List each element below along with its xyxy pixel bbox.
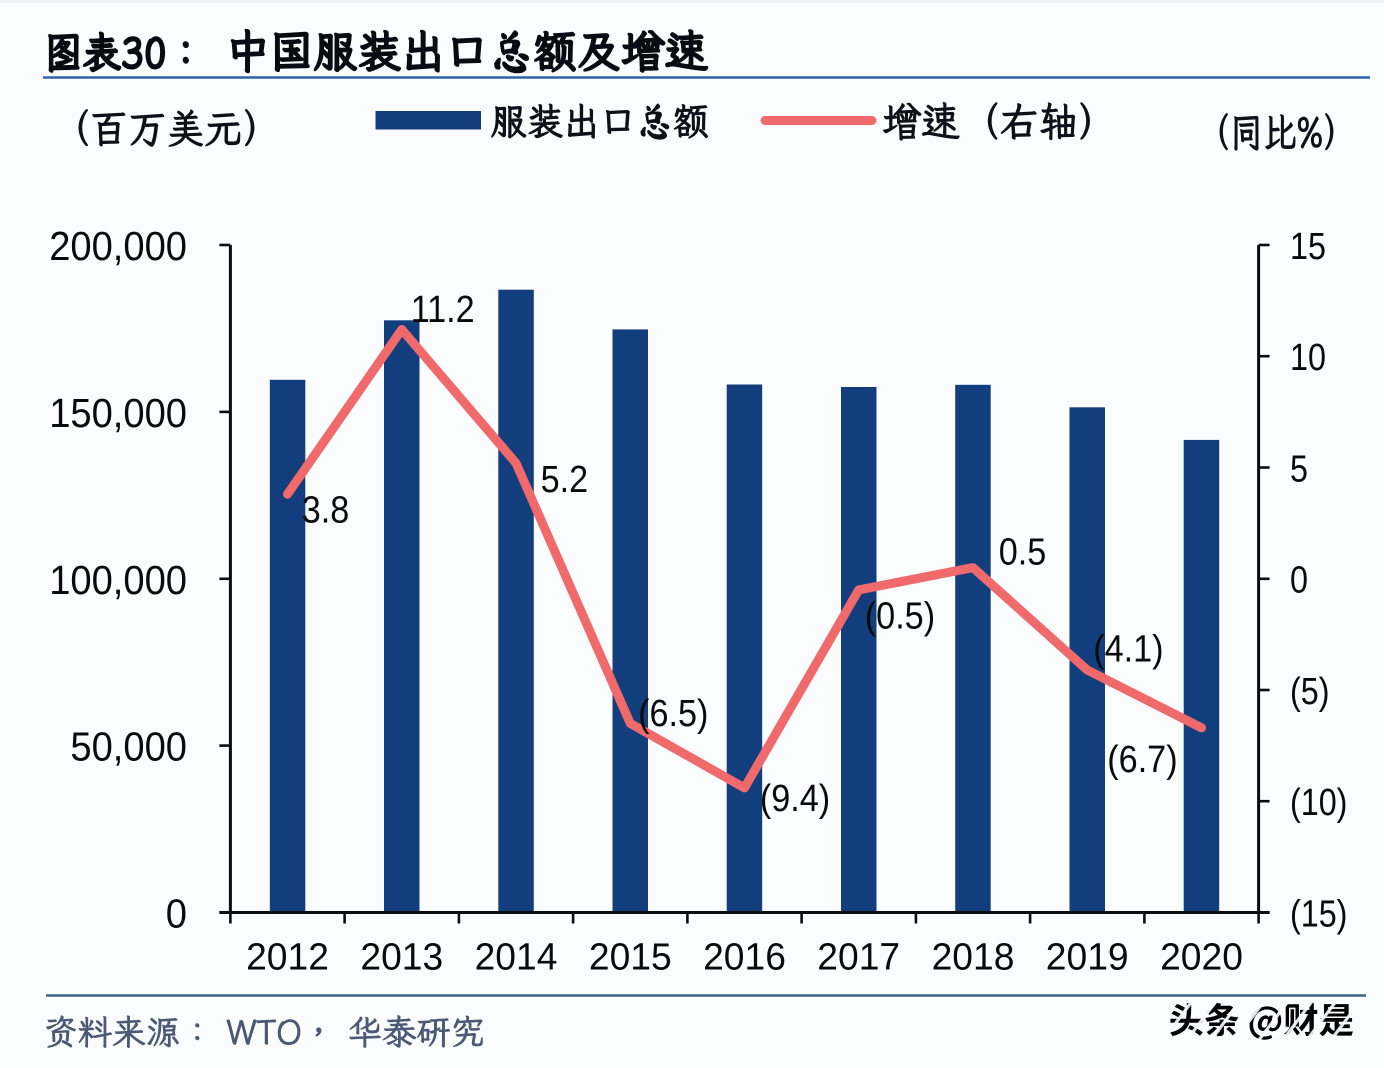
svg-text:0: 0 [166,891,187,937]
svg-text:2019: 2019 [1046,935,1129,977]
svg-text:50,000: 50,000 [70,724,187,770]
svg-text:(6.5): (6.5) [638,691,708,734]
svg-text:10: 10 [1290,337,1326,379]
svg-text:(6.7): (6.7) [1107,738,1177,781]
svg-text:2016: 2016 [703,935,786,977]
svg-text:(9.4): (9.4) [760,776,830,819]
svg-text:0: 0 [1290,559,1308,601]
svg-text:200,000: 200,000 [49,224,187,270]
svg-text:2014: 2014 [475,935,558,977]
svg-text:150,000: 150,000 [49,391,187,437]
svg-text:(0.5): (0.5) [865,594,935,637]
svg-text:2017: 2017 [817,935,900,977]
svg-text:(10): (10) [1290,782,1347,824]
svg-text:(5): (5) [1290,670,1329,712]
svg-text:(4.1): (4.1) [1093,627,1163,670]
svg-text:3.8: 3.8 [302,488,350,531]
svg-text:2020: 2020 [1160,935,1243,977]
svg-text:(15): (15) [1290,893,1347,935]
svg-text:5.2: 5.2 [541,457,589,500]
svg-text:2015: 2015 [589,935,672,977]
svg-text:5: 5 [1290,448,1308,490]
svg-text:11.2: 11.2 [411,287,475,330]
svg-text:100,000: 100,000 [49,558,187,604]
svg-text:0.5: 0.5 [999,530,1047,573]
svg-text:15: 15 [1290,225,1326,267]
svg-text:2018: 2018 [932,935,1015,977]
svg-text:2012: 2012 [246,935,329,977]
svg-text:2013: 2013 [360,935,443,977]
